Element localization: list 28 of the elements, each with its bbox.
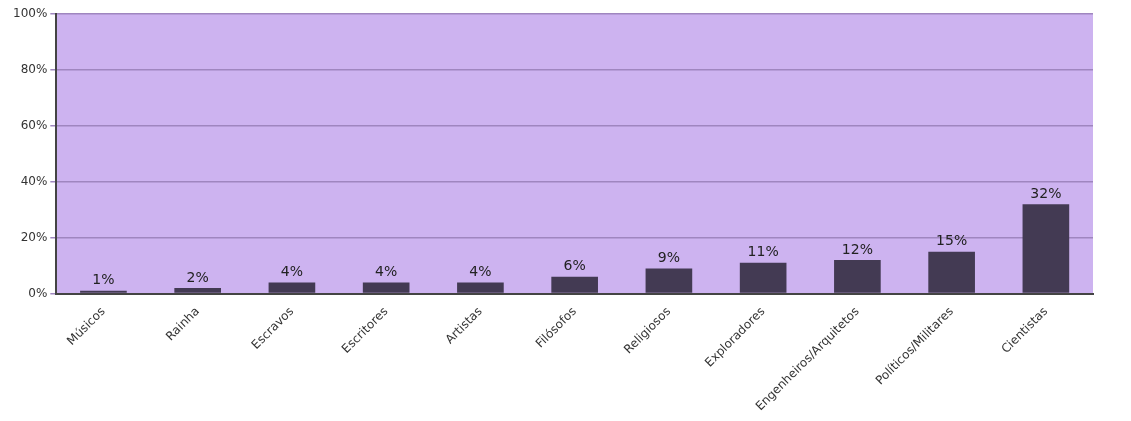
data-label: 32%	[1030, 184, 1062, 201]
data-label: 6%	[563, 257, 586, 274]
y-tick-label: 80%	[20, 62, 48, 77]
data-label: 9%	[657, 249, 681, 266]
y-tick-label: 40%	[20, 173, 48, 188]
bar	[174, 288, 221, 293]
bar	[457, 282, 504, 293]
bar	[551, 276, 598, 293]
data-label: 15%	[936, 232, 968, 249]
data-label: 1%	[92, 271, 115, 288]
bar	[834, 260, 881, 293]
data-label: 12%	[841, 240, 873, 257]
y-tick-label: 0%	[28, 285, 48, 300]
y-tick-label: 20%	[20, 229, 48, 244]
data-label: 11%	[747, 243, 779, 260]
y-tick-label: 100%	[12, 6, 48, 21]
data-label: 2%	[186, 268, 209, 285]
data-label: 4%	[280, 263, 304, 280]
y-tick-label: 60%	[20, 117, 48, 132]
bar	[645, 268, 693, 293]
bar	[928, 251, 975, 293]
bar	[80, 290, 127, 293]
data-label: 4%	[375, 263, 398, 280]
data-label: 4%	[469, 263, 492, 280]
bar	[739, 262, 787, 293]
bar	[268, 282, 316, 293]
bar	[362, 282, 410, 293]
bar	[1022, 204, 1070, 293]
